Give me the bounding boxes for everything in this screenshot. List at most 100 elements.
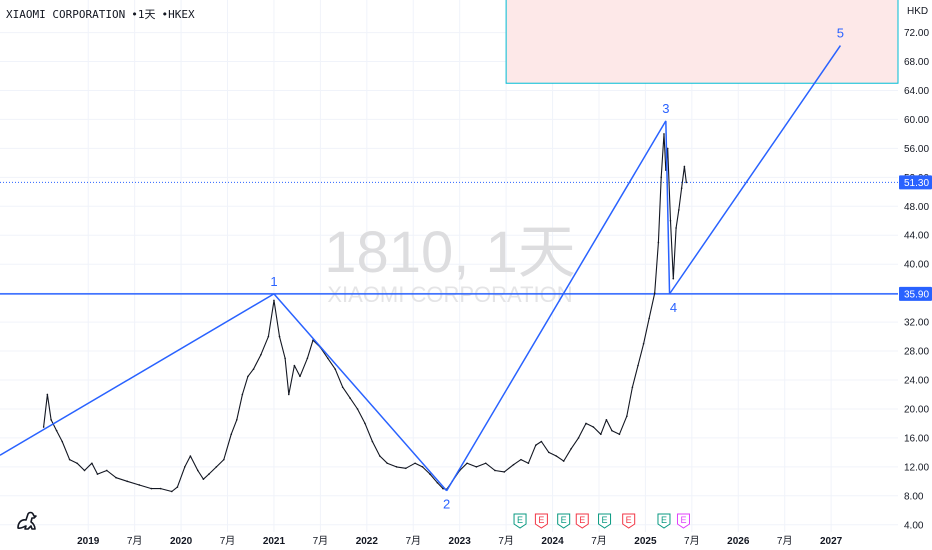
wave-label-2: 2 [443,497,450,512]
earnings-marker[interactable] [513,513,527,529]
y-axis[interactable]: 4.008.0012.0016.0020.0024.0028.0032.0036… [904,28,929,531]
price-series [42,133,688,493]
price-point [379,455,381,457]
price-point [577,437,580,439]
price-point [436,481,439,484]
price-tags: 51.30 35.90 [899,175,932,301]
price-point [512,463,515,466]
price-point [371,440,374,443]
x-tick-label: 2022 [356,536,379,547]
target-zone-rect[interactable] [505,0,899,84]
x-tick-label: 7月 [313,535,329,547]
y-tick-label: 72.00 [904,28,929,39]
price-point [503,471,506,473]
price-point [631,386,634,389]
wave-label-5: 5 [837,26,844,41]
y-tick-label: 56.00 [904,144,929,155]
price-point [236,419,238,421]
price-point [260,353,262,356]
price-point [648,317,650,320]
x-tick-label: 2025 [634,536,657,547]
price-point [672,277,675,280]
y-tick-label: 16.00 [904,433,929,444]
wave-segment[interactable] [446,120,667,492]
exchange-label: HKEX [168,8,195,21]
earnings-marker[interactable] [598,513,612,529]
price-point [562,460,565,462]
price-point [520,458,522,461]
y-tick-label: 48.00 [904,202,929,213]
price-point [288,393,290,396]
current-price-tag: 51.30 [904,178,929,189]
price-point [150,487,153,490]
price-point [484,462,487,465]
x-tick-label: 7月 [498,535,514,547]
price-point [189,455,192,457]
price-point [247,375,249,378]
price-point [466,462,468,465]
x-tick-label: 2024 [541,536,564,547]
symbol-header[interactable]: XIAOMI CORPORATION •1天 •HKEX [6,6,195,22]
earnings-marker[interactable] [622,513,636,529]
price-point [683,165,686,168]
y-tick-label: 60.00 [904,115,929,126]
price-point [675,227,677,229]
x-axis[interactable]: 2019 7月 2020 7月 2021 7月 2022 7月 2023 7月 2024 7月 2025… [77,535,843,547]
tradingview-dino-icon[interactable] [17,511,37,530]
price-point [170,490,173,493]
y-tick-label: 64.00 [904,86,929,97]
earnings-marker[interactable] [534,513,548,529]
price-point [341,386,344,389]
y-tick-label: 4.00 [904,520,924,531]
price-point [349,397,351,399]
wave-segment[interactable] [668,45,842,295]
price-point [46,393,49,396]
price-point [184,466,186,468]
earnings-marker[interactable] [575,513,589,529]
watermark-symbol: 1810, 1天 [324,220,576,285]
wave-segment[interactable] [273,293,448,492]
price-point [386,462,389,465]
wave-segment[interactable] [0,293,275,456]
price-point [159,487,162,490]
price-point [215,466,218,468]
x-tick-label: 2027 [820,536,843,547]
price-point [334,368,337,370]
price-point [494,469,496,472]
wave-segment[interactable] [665,120,671,294]
earnings-marker[interactable] [557,513,571,529]
earnings-marker[interactable] [657,513,671,529]
price-point [278,335,281,338]
price-point [637,364,639,367]
earnings-marker[interactable] [676,513,690,529]
price-point [42,426,45,428]
price-point [660,176,662,179]
price-point [68,458,71,461]
price-point [241,393,244,396]
price-point [208,473,210,475]
price-point [138,484,141,486]
price-point [96,473,99,475]
x-tick-label: 7月 [591,535,607,547]
x-tick-label: 7月 [405,535,421,547]
y-tick-label: 32.00 [904,318,929,329]
price-point [592,426,595,428]
price-point [50,419,52,421]
price-point [197,469,199,472]
target-box[interactable] [505,0,899,84]
x-tick-label: 2021 [263,536,286,547]
price-point [61,440,64,443]
wave-lines[interactable] [0,45,842,492]
price-point [91,462,93,465]
price-point [657,241,660,244]
price-point [669,219,672,222]
y-tick-label: 28.00 [904,347,929,358]
price-point [273,299,275,302]
price-point [230,433,233,436]
earnings-marker-label: E [517,515,523,525]
x-tick-label: 2026 [727,536,750,547]
price-point [442,487,444,490]
wave-label-3: 3 [662,101,669,116]
